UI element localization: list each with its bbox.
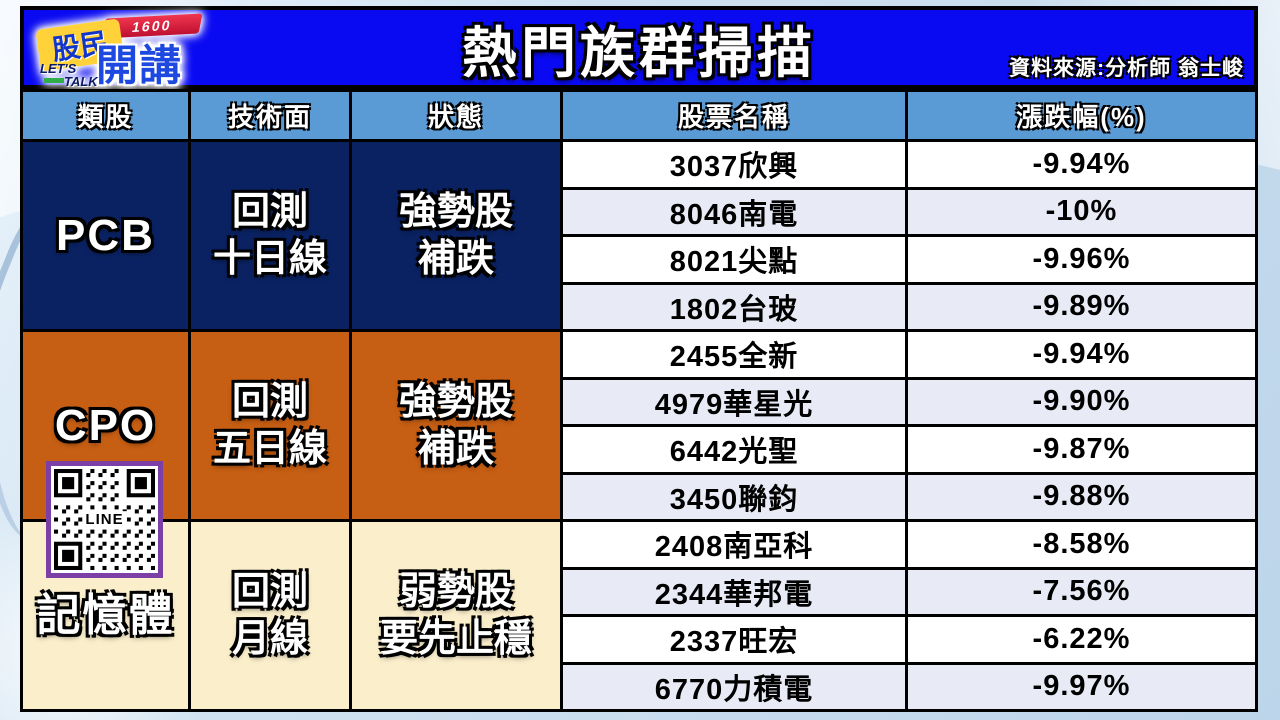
technical-line: 十日線: [212, 237, 327, 280]
page-title: 熱門族群掃描: [461, 21, 816, 84]
header-bar: 1600 股民 開講 LET'S TALK 熱門族群掃描 資料來源:分析師 翁士…: [20, 6, 1258, 89]
logo-word2: 開講: [96, 42, 183, 89]
logo-tagline-talk: TALK: [64, 74, 98, 89]
status-line: 要先止穩: [379, 617, 532, 660]
qr-line-label: LINE: [82, 510, 127, 528]
stock-name-cell: 4979華星光: [563, 379, 905, 424]
stock-change-cell: -9.87%: [908, 427, 1255, 472]
technical-line: 回測: [231, 191, 308, 234]
stock-change-cell: -9.97%: [908, 664, 1255, 709]
stock-name-cell: 3450聯鈞: [563, 474, 905, 519]
group-cell-sector-pcb: PCB: [23, 142, 188, 329]
group-cell-technical-cpo: 回測 五日線: [191, 332, 349, 519]
stock-name-cell: 2455全新: [563, 332, 905, 377]
column-header-change: 漲跌幅(%): [908, 92, 1255, 139]
stock-change-cell: -9.89%: [908, 284, 1255, 329]
logo-green-dash: [44, 78, 64, 83]
stock-name-cell: 2344華邦電: [563, 569, 905, 614]
stock-name-cell: 3037欣興: [563, 142, 905, 187]
line-qr-code: LINE: [46, 461, 163, 578]
stock-change-cell: -6.22%: [908, 617, 1255, 662]
stock-name-cell: 6770力積電: [563, 664, 905, 709]
group-cell-status-pcb: 強勢股 補跌: [352, 142, 560, 329]
group-cell-technical-pcb: 回測 十日線: [191, 142, 349, 329]
group-cell-technical-memory: 回測 月線: [191, 522, 349, 709]
status-line: 強勢股: [398, 191, 513, 234]
technical-line: 月線: [231, 617, 308, 660]
stock-name-cell: 8046南電: [563, 189, 905, 234]
column-header-status: 狀態: [352, 92, 560, 139]
column-header-sector: 類股: [23, 92, 188, 139]
stock-name-cell: 1802台玻: [563, 284, 905, 329]
group-cell-status-memory: 弱勢股 要先止穩: [352, 522, 560, 709]
sector-scan-table: 類股 技術面 狀態 股票名稱 漲跌幅(%) PCB 回測 十日線 強勢股 補跌 …: [20, 89, 1258, 712]
stock-change-cell: -9.94%: [908, 332, 1255, 377]
stock-change-cell: -10%: [908, 189, 1255, 234]
technical-line: 五日線: [212, 427, 327, 470]
qr-pattern: [54, 469, 155, 570]
column-header-technical: 技術面: [191, 92, 349, 139]
status-line: 強勢股: [398, 381, 513, 424]
stock-change-cell: -7.56%: [908, 569, 1255, 614]
stock-name-cell: 2408南亞科: [563, 522, 905, 567]
group-cell-status-cpo: 強勢股 補跌: [352, 332, 560, 519]
logo-tagline-lets: LET'S: [40, 61, 77, 76]
show-logo: 1600 股民 開講 LET'S TALK: [35, 13, 238, 89]
stock-name-cell: 6442光聖: [563, 427, 905, 472]
stock-change-cell: -9.96%: [908, 237, 1255, 282]
technical-line: 回測: [231, 571, 308, 614]
data-source-credit: 資料來源:分析師 翁士峻: [1009, 57, 1244, 80]
status-line: 補跌: [417, 237, 494, 280]
stock-change-cell: -9.90%: [908, 379, 1255, 424]
stock-change-cell: -9.94%: [908, 142, 1255, 187]
stock-name-cell: 2337旺宏: [563, 617, 905, 662]
column-header-stock-name: 股票名稱: [563, 92, 905, 139]
stock-name-cell: 8021尖點: [563, 237, 905, 282]
stock-change-cell: -9.88%: [908, 474, 1255, 519]
technical-line: 回測: [231, 381, 308, 424]
status-line: 弱勢股: [398, 571, 513, 614]
status-line: 補跌: [417, 427, 494, 470]
stock-change-cell: -8.58%: [908, 522, 1255, 567]
